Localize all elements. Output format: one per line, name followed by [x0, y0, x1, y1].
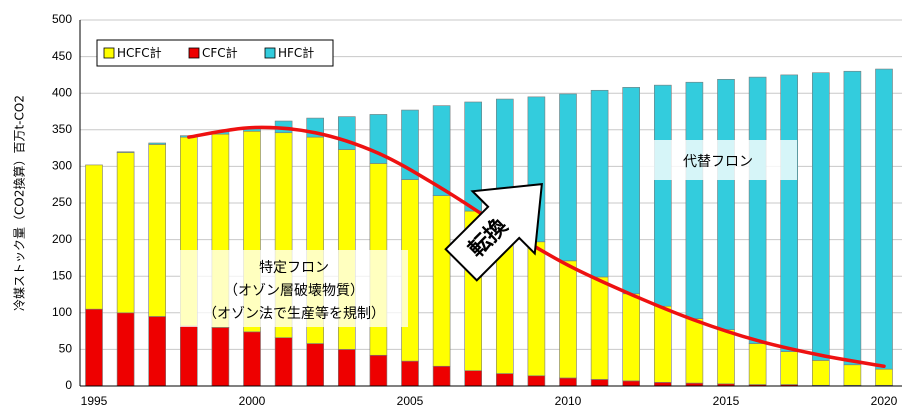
bar-segment-hcfc: [843, 364, 862, 386]
bar-segment-hfc: [780, 74, 799, 352]
y-tick-label: 0: [65, 378, 72, 392]
bar-segment-cfc: [622, 380, 641, 387]
bar-segment-hcfc: [432, 195, 451, 367]
y-tick-label: 200: [52, 232, 72, 246]
legend-swatch-hfc: [264, 47, 276, 59]
legend-label-hfc: HFC計: [278, 45, 314, 60]
bar-segment-hcfc: [559, 260, 577, 379]
bar-segment-hfc: [843, 70, 862, 366]
y-tick-label: 350: [52, 122, 72, 136]
bar-segment-hcfc: [717, 329, 735, 385]
bar-segment-cfc: [495, 373, 514, 387]
bar-segment-hfc: [717, 78, 735, 330]
legend-box: [96, 39, 334, 67]
y-tick-label: 100: [52, 305, 72, 319]
bar-segment-hcfc: [590, 276, 609, 380]
x-ticks: 1995 2000 2005 2010 2015 2020: [81, 394, 898, 408]
bar-segment-hfc: [116, 151, 135, 153]
bar-segment-hcfc: [622, 293, 641, 382]
bar-segment-cfc: [337, 349, 356, 387]
bar-segment-hcfc: [148, 144, 166, 317]
bar-segment-hfc: [622, 87, 641, 295]
bar-segment-hfc: [464, 101, 483, 212]
bar-segment-cfc: [180, 325, 198, 387]
bar-segment-cfc: [116, 312, 135, 387]
transition-curve-line: [187, 125, 886, 368]
bar-segment-hcfc: [780, 351, 799, 385]
bar-segment-cfc: [432, 365, 451, 387]
bar-segment-hfc: [685, 81, 704, 319]
bar-segment-hcfc: [875, 368, 893, 386]
bar-segment-hfc: [590, 89, 609, 278]
specific-freon-label-bg: [180, 250, 408, 327]
bar-segment-cfc: [464, 370, 483, 387]
y-ticks: 0 50 100 150 200 250 300 350 400 450 500: [52, 12, 72, 392]
bar-segment-cfc: [243, 331, 261, 387]
bar-segment-hcfc: [116, 152, 135, 314]
legend-swatch-cfc: [188, 47, 200, 59]
y-axis-label: 冷媒ストック量（CO2換算）百万t-CO2: [12, 95, 27, 311]
alt-freon-label-bg: [640, 140, 797, 180]
transition-curve: [187, 125, 886, 368]
x-tick-label: 2005: [397, 394, 424, 408]
y-tick-label: 150: [52, 268, 72, 282]
bar-segment-cfc: [369, 354, 388, 387]
bar-segment-hcfc: [811, 360, 830, 386]
axes: [79, 20, 902, 387]
x-tick-label: 1995: [81, 394, 108, 408]
bar-segment-cfc: [590, 379, 609, 387]
y-tick-label: 400: [52, 85, 72, 99]
legend-label-cfc: CFC計: [202, 45, 238, 60]
bar-segment-hfc: [653, 84, 672, 307]
alt-freon-label: 代替フロン: [683, 154, 753, 170]
x-tick-label: 2020: [871, 394, 898, 408]
bar-segment-cfc: [559, 377, 577, 387]
bar-segment-cfc: [527, 375, 546, 387]
bar-segment-cfc: [653, 382, 672, 387]
legend-label-hcfc: HCFC計: [117, 45, 162, 60]
bar-segment-hfc: [148, 142, 166, 145]
bar-segment-hfc: [875, 68, 893, 370]
bar-segment-hfc: [401, 109, 419, 180]
bar-segment-cfc: [85, 308, 103, 387]
bar-segment-hfc: [559, 93, 577, 262]
bar-segment-cfc: [401, 360, 419, 387]
bar-segment-cfc: [211, 327, 230, 387]
specific-freon-line-2: （オゾン層破壊物質）: [224, 283, 364, 299]
y-tick-label: 450: [52, 49, 72, 63]
bar-segment-cfc: [274, 337, 293, 387]
bar-segment-hcfc: [85, 164, 103, 310]
x-tick-label: 2010: [555, 394, 582, 408]
legend-swatch-hcfc: [103, 47, 115, 59]
bar-segment-hcfc: [527, 241, 546, 377]
specific-freon-line-1: 特定フロン: [259, 260, 329, 276]
arrow-shape: [444, 183, 543, 282]
x-tick-label: 2015: [713, 394, 740, 408]
bar-segment-cfc: [148, 316, 166, 387]
y-tick-label: 250: [52, 195, 72, 209]
bar-segment-hcfc: [653, 305, 672, 383]
x-tick-label: 2000: [239, 394, 266, 408]
bar-segment-hcfc: [685, 318, 704, 384]
legend: HCFC計 CFC計 HFC計: [96, 39, 334, 67]
specific-freon-line-3: （オゾン法で生産等を規制）: [203, 305, 385, 322]
bar-segment-hfc: [748, 76, 767, 344]
bar-segment-cfc: [306, 343, 325, 387]
y-tick-label: 300: [52, 159, 72, 173]
bar-segment-hfc: [432, 105, 451, 196]
y-tick-label: 500: [52, 12, 72, 26]
bar-segment-hfc: [811, 72, 830, 361]
bar-segment-hcfc: [748, 343, 767, 385]
y-tick-label: 50: [59, 342, 73, 356]
